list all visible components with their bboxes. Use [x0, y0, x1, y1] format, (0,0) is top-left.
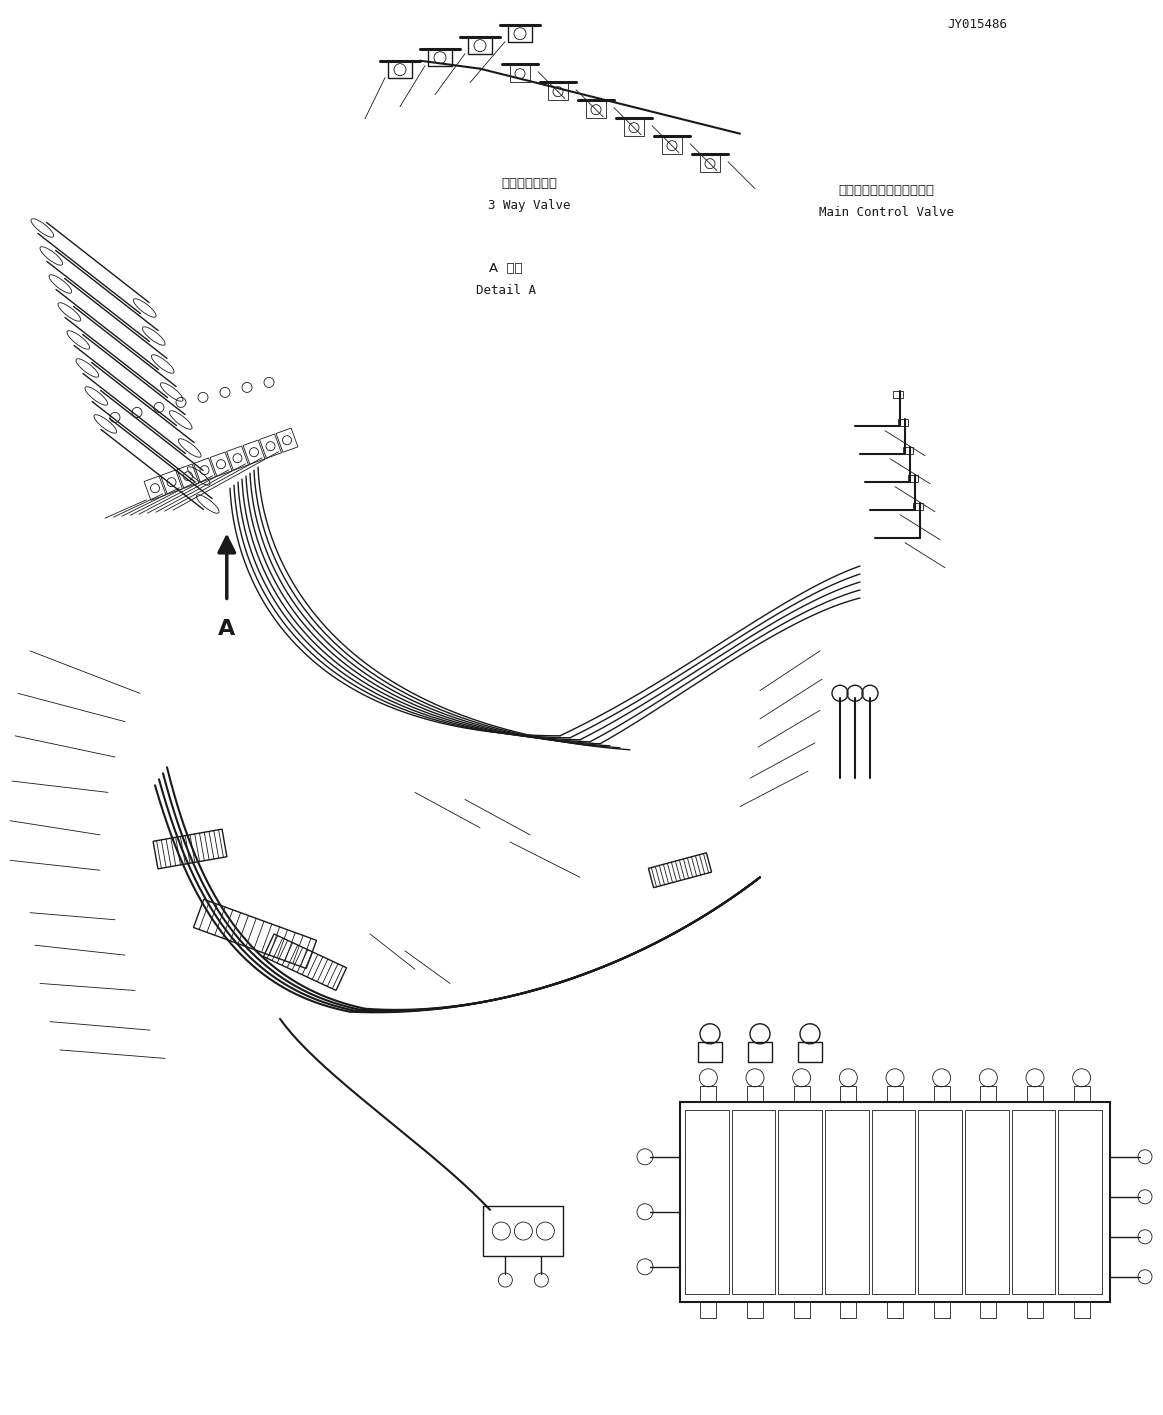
- Bar: [732, 1109, 776, 1293]
- Text: Main Control Valve: Main Control Valve: [819, 207, 954, 219]
- Bar: [662, 136, 682, 154]
- Bar: [893, 391, 902, 398]
- Bar: [511, 64, 530, 82]
- Bar: [700, 154, 720, 171]
- Bar: [388, 61, 412, 78]
- Bar: [919, 1109, 962, 1293]
- Bar: [798, 1041, 822, 1061]
- Bar: [1058, 1109, 1103, 1293]
- Bar: [913, 502, 923, 509]
- Text: A: A: [219, 620, 235, 640]
- Bar: [1027, 1302, 1043, 1317]
- Bar: [841, 1302, 856, 1317]
- Bar: [871, 1109, 915, 1293]
- Bar: [548, 82, 568, 99]
- Bar: [748, 1041, 772, 1061]
- Bar: [887, 1302, 902, 1317]
- Bar: [508, 24, 531, 41]
- Bar: [698, 1041, 722, 1061]
- Bar: [793, 1302, 809, 1317]
- Text: A  詳細: A 詳細: [490, 262, 522, 275]
- Bar: [685, 1109, 729, 1293]
- Bar: [887, 1085, 902, 1102]
- Text: ３ウエイバルブ: ３ウエイバルブ: [501, 177, 557, 190]
- Bar: [980, 1085, 997, 1102]
- Bar: [934, 1085, 950, 1102]
- Text: JY015486: JY015486: [947, 18, 1007, 31]
- Bar: [747, 1302, 763, 1317]
- Bar: [902, 447, 913, 454]
- Bar: [700, 1085, 716, 1102]
- Bar: [428, 48, 452, 65]
- Bar: [778, 1109, 822, 1293]
- Bar: [680, 1102, 1110, 1302]
- Bar: [700, 1302, 716, 1317]
- Bar: [1027, 1085, 1043, 1102]
- Bar: [1012, 1109, 1055, 1293]
- Bar: [965, 1109, 1008, 1293]
- Bar: [793, 1085, 809, 1102]
- Bar: [1073, 1302, 1090, 1317]
- Bar: [825, 1109, 869, 1293]
- Bar: [980, 1302, 997, 1317]
- Bar: [1073, 1085, 1090, 1102]
- Text: Detail A: Detail A: [476, 284, 536, 297]
- Bar: [908, 474, 918, 481]
- Bar: [468, 37, 492, 54]
- Bar: [841, 1085, 856, 1102]
- Bar: [934, 1302, 950, 1317]
- Bar: [625, 117, 644, 136]
- Text: 3 Way Valve: 3 Way Valve: [488, 200, 570, 212]
- Bar: [898, 419, 908, 426]
- Bar: [747, 1085, 763, 1102]
- Bar: [484, 1206, 563, 1257]
- Bar: [586, 99, 606, 117]
- Text: メインコントロールバルブ: メインコントロールバルブ: [839, 184, 934, 197]
